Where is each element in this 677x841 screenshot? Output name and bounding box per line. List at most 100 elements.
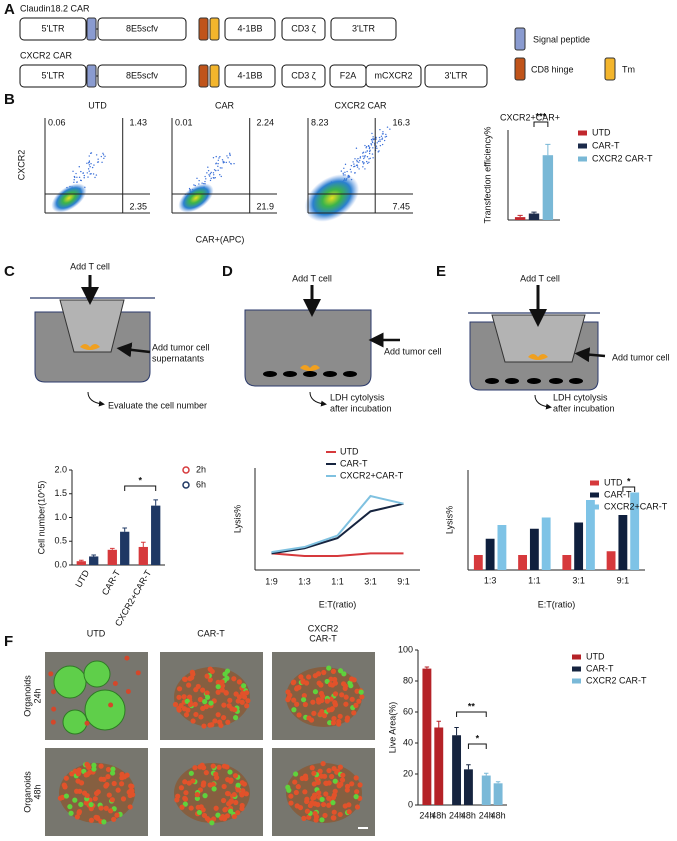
cell — [321, 713, 328, 719]
event-dot — [363, 156, 366, 158]
cell — [324, 678, 330, 685]
organoid — [174, 667, 250, 727]
cell — [336, 718, 342, 725]
bar — [151, 505, 161, 565]
event-dot — [229, 154, 231, 157]
cell — [353, 775, 359, 781]
cell — [98, 805, 104, 811]
density — [178, 183, 214, 213]
cell — [306, 674, 312, 680]
cell — [302, 701, 308, 708]
legend-swatch — [590, 504, 599, 510]
event-dot — [207, 169, 210, 172]
event-dot — [343, 167, 345, 169]
cell — [235, 698, 241, 704]
event-dot — [100, 155, 103, 158]
legend-label: CAR-T — [586, 663, 614, 673]
cell — [203, 704, 209, 710]
bar — [630, 492, 640, 570]
cell — [293, 771, 299, 777]
cell — [204, 816, 210, 822]
event-dot — [82, 172, 85, 174]
cell — [288, 800, 294, 806]
cell — [187, 676, 193, 682]
cell — [244, 703, 250, 709]
y-axis-label: Live Area(%) — [387, 702, 397, 754]
cell — [182, 779, 188, 785]
cell — [222, 671, 228, 677]
x-tick-label: 48h — [431, 810, 446, 820]
quadrant-value: 2.24 — [256, 117, 274, 127]
axis-label: CXCR2 — [16, 150, 26, 181]
event-dot — [355, 147, 358, 149]
cell — [304, 796, 310, 802]
cell — [183, 790, 189, 796]
event-dot — [356, 161, 358, 163]
event-dot — [91, 166, 94, 169]
event-dot — [101, 161, 103, 164]
legend-label: UTD — [604, 477, 623, 487]
panel-label: F — [4, 633, 13, 650]
cell — [175, 793, 181, 799]
cell — [207, 722, 213, 728]
cell — [221, 763, 228, 769]
cell — [291, 707, 297, 713]
y-axis-label: Cell number(10^5) — [36, 481, 46, 555]
cell — [69, 771, 75, 777]
cell — [312, 810, 318, 817]
assay-text: Evaluate the cell number — [108, 400, 207, 410]
legend-swatch — [572, 654, 581, 660]
cell — [110, 766, 116, 772]
cell — [194, 795, 200, 802]
significance-bracket — [467, 743, 487, 749]
cell — [319, 709, 325, 715]
cell — [319, 697, 325, 704]
event-dot — [212, 172, 215, 174]
cell — [312, 673, 318, 679]
assay-text: Add T cell — [292, 273, 332, 283]
event-dot — [365, 151, 367, 153]
construct-part — [224, 64, 276, 88]
bar — [89, 556, 99, 565]
event-dot — [375, 136, 377, 139]
tm — [209, 64, 220, 88]
event-dot — [90, 173, 92, 175]
event-dot — [219, 167, 222, 169]
legend-swatch — [578, 130, 587, 136]
cell — [88, 801, 94, 808]
cell — [229, 706, 235, 712]
y-tick-label: 0.0 — [54, 559, 67, 569]
construct-part-label: 5'LTR — [41, 23, 65, 33]
cell — [298, 674, 304, 680]
event-dot — [227, 157, 229, 159]
y-tick-label: 20 — [403, 768, 413, 778]
cell — [130, 792, 136, 798]
error-bar — [517, 214, 523, 218]
event-dot — [371, 132, 373, 135]
event-dot — [89, 152, 92, 155]
cell — [220, 797, 227, 804]
event-dot — [368, 147, 371, 150]
cell — [202, 793, 208, 799]
event-dot — [340, 170, 343, 172]
cell — [188, 770, 194, 776]
cell — [337, 811, 343, 818]
cell — [349, 676, 355, 682]
bar — [542, 155, 554, 220]
event-dot — [371, 153, 374, 155]
cell — [294, 701, 300, 707]
cell — [105, 774, 111, 780]
bar — [452, 735, 462, 805]
construct-part — [281, 64, 326, 88]
event-dot — [356, 159, 358, 162]
event-dot — [76, 176, 78, 179]
panel-label: D — [222, 263, 233, 280]
cell — [346, 809, 352, 815]
construct-part-label: F2A — [340, 70, 357, 80]
legend-label: UTD — [586, 651, 605, 661]
legend-label: UTD — [592, 127, 611, 137]
signal-peptide — [86, 17, 97, 41]
construct-part — [97, 17, 187, 41]
construct-part-label: 8E5scfv — [126, 23, 159, 33]
cell — [342, 685, 348, 692]
